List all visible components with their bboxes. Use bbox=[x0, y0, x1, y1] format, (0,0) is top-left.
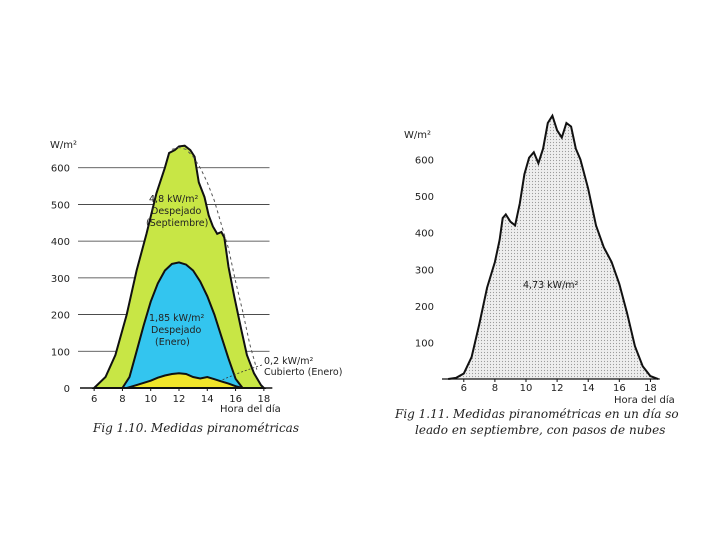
figure-caption: Fig 1.11. Medidas piranométricas en un d… bbox=[394, 407, 679, 421]
series-label: (Septiembre) bbox=[146, 218, 208, 229]
x-tick-label: 12 bbox=[551, 383, 564, 394]
figure-caption: leado en septiembre, con pasos de nubes bbox=[415, 423, 665, 437]
x-tick-label: 14 bbox=[201, 394, 214, 405]
x-tick-label: 18 bbox=[257, 394, 270, 405]
y-tick-label: 400 bbox=[415, 229, 434, 240]
y-tick-label: 100 bbox=[415, 338, 434, 349]
x-tick-label: 14 bbox=[582, 383, 595, 394]
y-tick-label: 600 bbox=[51, 164, 70, 175]
x-tick-label: 10 bbox=[144, 394, 157, 405]
x-tick-label: 12 bbox=[173, 394, 186, 405]
y-axis-unit: W/m² bbox=[50, 140, 77, 151]
series-area-1 bbox=[120, 261, 245, 389]
series-area-2 bbox=[126, 372, 243, 389]
x-tick-label: 8 bbox=[492, 383, 498, 394]
x-tick-label: 16 bbox=[613, 383, 626, 394]
series-label: Despejado bbox=[151, 325, 201, 336]
y-tick-label: 200 bbox=[415, 302, 434, 313]
y-tick-label: 600 bbox=[415, 156, 434, 167]
series-label: (Enero) bbox=[155, 337, 190, 348]
x-tick-label: 10 bbox=[520, 383, 533, 394]
y-tick-label: 200 bbox=[51, 311, 70, 322]
x-axis-label: Hora del día bbox=[220, 403, 281, 415]
series-label: 4,73 kW/m² bbox=[523, 280, 579, 291]
x-tick-label: 16 bbox=[229, 394, 242, 405]
y-tick-label: 300 bbox=[415, 265, 434, 276]
series-label: 4,8 kW/m² bbox=[149, 194, 198, 205]
y-tick-label: 0 bbox=[64, 384, 70, 395]
x-tick-label: 6 bbox=[91, 394, 97, 405]
series-outline-0 bbox=[448, 113, 659, 380]
series-label: 0,2 kW/m² bbox=[264, 356, 313, 367]
y-axis-unit: W/m² bbox=[404, 130, 431, 141]
y-tick-label: 400 bbox=[51, 237, 70, 248]
x-tick-label: 18 bbox=[644, 383, 657, 394]
series-label: Despejado bbox=[151, 206, 201, 217]
y-tick-label: 300 bbox=[51, 274, 70, 285]
y-tick-label: 500 bbox=[415, 192, 434, 203]
series-label: 1,85 kW/m² bbox=[149, 313, 205, 324]
series-label: Cubierto (Enero) bbox=[264, 367, 342, 378]
y-tick-label: 500 bbox=[51, 200, 70, 211]
x-axis-label: Hora del día bbox=[614, 394, 675, 406]
series-area-0 bbox=[448, 115, 659, 379]
figure-caption: Fig 1.10. Medidas piranométricas bbox=[92, 421, 299, 435]
envelope-line bbox=[171, 146, 258, 370]
y-tick-label: 100 bbox=[51, 347, 70, 358]
x-tick-label: 8 bbox=[119, 394, 125, 405]
x-tick-label: 6 bbox=[461, 383, 467, 394]
